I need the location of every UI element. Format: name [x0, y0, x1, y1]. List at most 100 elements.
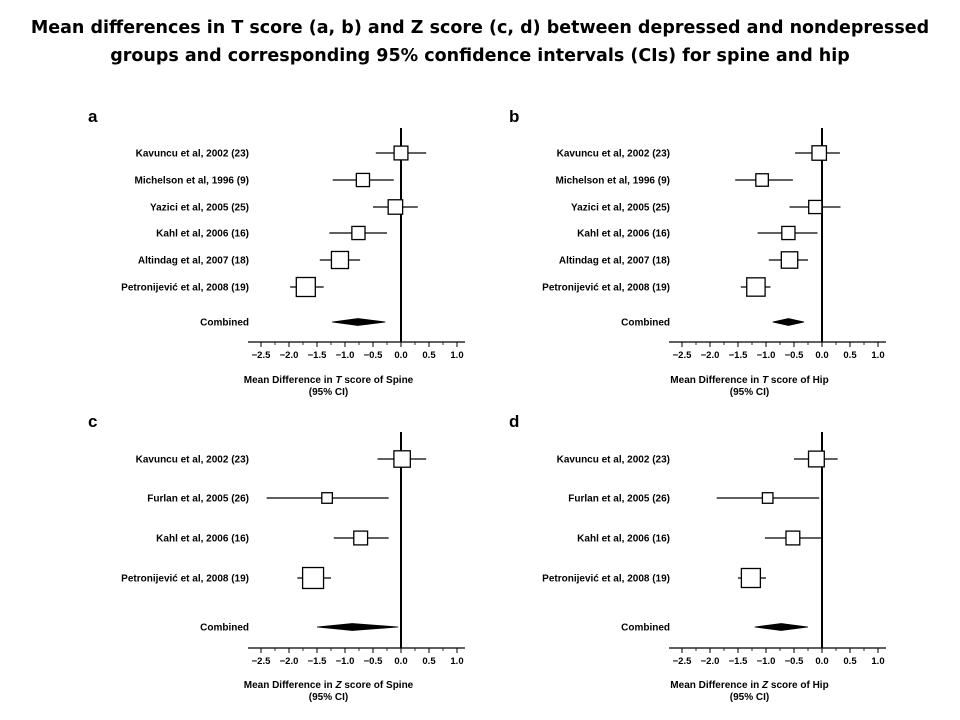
- figure-title: Mean differences in T score (a, b) and Z…: [0, 14, 960, 70]
- x-tick-label: −1.0: [336, 350, 355, 361]
- x-axis-title-ci: (95% CI): [309, 692, 348, 703]
- x-tick-label: 1.0: [450, 350, 463, 361]
- x-axis-title-variable: Z: [761, 680, 769, 691]
- x-tick-label: 1.0: [450, 656, 463, 667]
- x-tick-label: −0.5: [364, 350, 383, 361]
- x-tick-label: 0.0: [815, 656, 828, 667]
- point-estimate-square: [387, 199, 404, 215]
- x-tick-label: 0.0: [394, 350, 407, 361]
- study-label: Petronijević et al, 2008 (19): [121, 574, 249, 585]
- x-axis-title: Mean Difference in Z score of Hip: [670, 680, 828, 691]
- x-tick-label: −2.5: [673, 656, 692, 667]
- x-tick-label: −1.0: [757, 350, 776, 361]
- x-tick-label: 1.0: [871, 350, 884, 361]
- point-estimate-square: [780, 251, 799, 269]
- x-tick-label: −2.5: [673, 350, 692, 361]
- combined-label: Combined: [200, 318, 249, 329]
- x-tick-label: −1.0: [336, 656, 355, 667]
- x-axis-title-text: score of Spine: [342, 680, 414, 691]
- study-label: Petronijević et al, 2008 (19): [542, 283, 670, 294]
- x-tick-label: 0.5: [422, 656, 436, 667]
- point-estimate-square: [393, 145, 409, 161]
- point-estimate-square: [355, 172, 371, 188]
- x-axis-title-ci: (95% CI): [730, 692, 769, 703]
- x-axis-title: Mean Difference in Z score of Spine: [244, 680, 414, 691]
- point-estimate-square: [761, 492, 774, 504]
- combined-label: Combined: [621, 623, 670, 634]
- study-label: Yazici et al, 2005 (25): [571, 203, 670, 214]
- point-estimate-square: [808, 199, 823, 215]
- study-label: Petronijević et al, 2008 (19): [542, 574, 670, 585]
- x-axis-title-ci: (95% CI): [309, 387, 348, 398]
- panel-letter: c: [88, 412, 97, 431]
- x-axis-title-text: Mean Difference in: [670, 375, 762, 386]
- x-tick-label: −0.5: [785, 350, 804, 361]
- point-estimate-square: [393, 450, 411, 468]
- study-label: Kahl et al, 2006 (16): [577, 534, 670, 545]
- point-estimate-square: [746, 277, 766, 297]
- study-label: Kavuncu et al, 2002 (23): [136, 149, 249, 160]
- x-axis-title-text: Mean Difference in: [244, 375, 336, 386]
- x-tick-label: 0.5: [843, 350, 857, 361]
- study-label: Kavuncu et al, 2002 (23): [557, 455, 670, 466]
- point-estimate-square: [321, 492, 334, 504]
- x-tick-label: −2.0: [280, 656, 299, 667]
- x-tick-label: −1.5: [308, 656, 327, 667]
- x-tick-label: −2.0: [701, 656, 720, 667]
- x-axis-title-ci: (95% CI): [730, 387, 769, 398]
- forest-panel-a: a −2.5 −2.0 −1.5 −1.0 −0.5 0.0 0.5 1.0 Mean Diffe…: [88, 107, 465, 398]
- panel-letter: a: [88, 107, 98, 126]
- x-tick-label: −2.5: [252, 656, 271, 667]
- point-estimate-square: [755, 173, 769, 187]
- forest-panel-b: b −2.5 −2.0 −1.5 −1.0 −0.5 0.0 0.5 1.0 Mean Diffe…: [509, 107, 886, 398]
- point-estimate-square: [740, 567, 762, 589]
- study-label: Furlan et al, 2005 (26): [147, 494, 249, 505]
- point-estimate-square: [781, 225, 796, 241]
- study-label: Yazici et al, 2005 (25): [150, 203, 249, 214]
- x-tick-label: 0.5: [843, 656, 857, 667]
- forest-panel-c: c −2.5 −2.0 −1.5 −1.0 −0.5 0.0 0.5 1.0 Mean Diffe…: [88, 412, 465, 703]
- x-tick-label: −1.5: [729, 350, 748, 361]
- x-axis-title-text: Mean Difference in: [670, 680, 762, 691]
- x-axis-title-variable: T: [335, 375, 342, 386]
- x-tick-label: 0.0: [815, 350, 828, 361]
- study-label: Kahl et al, 2006 (16): [156, 229, 249, 240]
- forest-panel-d: d −2.5 −2.0 −1.5 −1.0 −0.5 0.0 0.5 1.0 Mean Diffe…: [509, 412, 886, 703]
- x-axis-title-text: score of Hip: [768, 680, 829, 691]
- combined-estimate-diamond: [754, 623, 809, 631]
- x-tick-label: −2.0: [701, 350, 720, 361]
- point-estimate-square: [353, 530, 369, 546]
- study-label: Altindag et al, 2007 (18): [138, 256, 249, 267]
- study-label: Petronijević et al, 2008 (19): [121, 283, 249, 294]
- x-tick-label: −1.0: [757, 656, 776, 667]
- combined-label: Combined: [621, 318, 670, 329]
- x-axis-title-text: Mean Difference in: [244, 680, 336, 691]
- study-label: Michelson et al, 1996 (9): [556, 176, 671, 187]
- x-tick-label: −1.5: [729, 656, 748, 667]
- figure-title-line-2: groups and corresponding 95% confidence …: [110, 46, 850, 66]
- point-estimate-square: [301, 566, 325, 590]
- panel-letter: d: [509, 412, 519, 431]
- combined-label: Combined: [200, 623, 249, 634]
- x-tick-label: −1.5: [308, 350, 327, 361]
- study-label: Altindag et al, 2007 (18): [559, 256, 670, 267]
- x-tick-label: 0.0: [394, 656, 407, 667]
- figure-title-line-1: Mean differences in T score (a, b) and Z…: [30, 18, 930, 38]
- x-tick-label: −2.5: [252, 350, 271, 361]
- study-label: Kavuncu et al, 2002 (23): [557, 149, 670, 160]
- point-estimate-square: [811, 145, 828, 161]
- combined-estimate-diamond: [332, 318, 386, 326]
- x-tick-label: 1.0: [871, 656, 884, 667]
- study-label: Furlan et al, 2005 (26): [568, 494, 670, 505]
- panel-letter: b: [509, 107, 519, 126]
- point-estimate-square: [807, 450, 825, 468]
- x-axis-title: Mean Difference in T score of Spine: [244, 375, 414, 386]
- combined-estimate-diamond: [316, 623, 399, 631]
- combined-estimate-diamond: [772, 318, 805, 326]
- x-axis-title-text: score of Spine: [342, 375, 414, 386]
- x-axis-title-variable: T: [762, 375, 769, 386]
- study-label: Kavuncu et al, 2002 (23): [136, 455, 249, 466]
- point-estimate-square: [785, 530, 801, 546]
- x-tick-label: −0.5: [785, 656, 804, 667]
